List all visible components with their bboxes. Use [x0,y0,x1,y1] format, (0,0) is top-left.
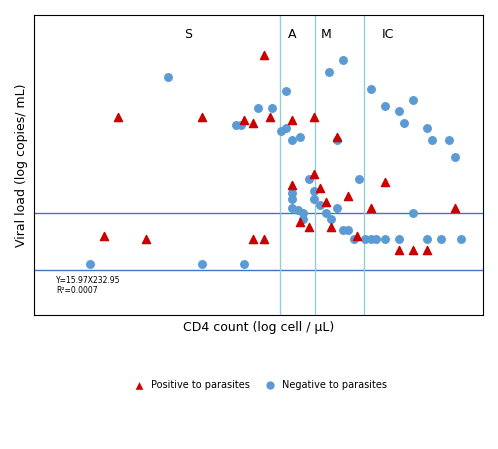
Negative to parasites [361,235,369,242]
Negative to parasites [288,136,296,143]
Negative to parasites [333,204,341,211]
Positive to parasites [310,113,318,120]
Negative to parasites [367,235,374,242]
Positive to parasites [353,232,361,239]
Text: Y=15.97X232.95
R²=0.0007: Y=15.97X232.95 R²=0.0007 [56,276,121,295]
Positive to parasites [249,119,256,126]
Positive to parasites [310,170,318,177]
Negative to parasites [423,235,431,242]
Positive to parasites [316,184,324,191]
Positive to parasites [380,178,388,185]
Positive to parasites [344,193,352,200]
Positive to parasites [333,133,341,141]
Negative to parasites [373,235,380,242]
Negative to parasites [380,102,388,109]
Negative to parasites [238,122,246,129]
Negative to parasites [327,215,335,222]
Text: S: S [184,28,192,41]
Negative to parasites [294,207,302,214]
Negative to parasites [282,125,290,132]
Negative to parasites [86,260,94,268]
Positive to parasites [423,247,431,254]
Y-axis label: Viral load (log copies/ mL): Viral load (log copies/ mL) [15,84,28,247]
Positive to parasites [198,113,206,120]
Positive to parasites [296,218,304,225]
Negative to parasites [350,235,358,242]
Text: IC: IC [381,28,394,41]
Negative to parasites [344,227,352,234]
Positive to parasites [249,235,256,242]
Positive to parasites [451,204,459,211]
Negative to parasites [310,195,318,202]
Negative to parasites [409,210,417,217]
Negative to parasites [310,187,318,194]
Positive to parasites [288,181,296,189]
Negative to parasites [164,74,172,81]
Negative to parasites [305,176,313,183]
Negative to parasites [356,176,364,183]
Negative to parasites [322,210,330,217]
Negative to parasites [288,204,296,211]
Positive to parasites [142,235,150,242]
Negative to parasites [428,136,436,143]
Positive to parasites [327,224,335,231]
Positive to parasites [395,247,403,254]
Text: A: A [288,28,296,41]
Negative to parasites [409,97,417,104]
Negative to parasites [451,153,459,160]
Negative to parasites [367,85,374,92]
Negative to parasites [445,136,453,143]
Negative to parasites [277,128,285,135]
Positive to parasites [322,198,330,206]
Text: M: M [320,28,331,41]
Negative to parasites [254,105,262,112]
Negative to parasites [299,215,307,222]
Negative to parasites [339,57,347,64]
Negative to parasites [395,235,403,242]
Negative to parasites [423,125,431,132]
Negative to parasites [299,210,307,217]
Positive to parasites [240,116,248,123]
Positive to parasites [260,235,268,242]
Negative to parasites [198,260,206,268]
Negative to parasites [288,195,296,202]
Negative to parasites [296,133,304,141]
Negative to parasites [316,201,324,208]
Positive to parasites [367,204,374,211]
Negative to parasites [240,260,248,268]
Positive to parasites [265,113,273,120]
Negative to parasites [282,88,290,95]
Legend: Positive to parasites, Negative to parasites: Positive to parasites, Negative to paras… [125,377,391,394]
Negative to parasites [339,227,347,234]
Negative to parasites [325,68,333,75]
Negative to parasites [380,235,388,242]
Positive to parasites [100,232,108,239]
Negative to parasites [288,190,296,197]
Negative to parasites [232,122,240,129]
Negative to parasites [395,108,403,115]
Positive to parasites [260,51,268,58]
Negative to parasites [457,235,465,242]
Negative to parasites [400,119,408,126]
Negative to parasites [437,235,445,242]
Negative to parasites [268,105,276,112]
Positive to parasites [305,224,313,231]
Positive to parasites [288,116,296,123]
Negative to parasites [333,136,341,143]
X-axis label: CD4 count (log cell / μL): CD4 count (log cell / μL) [183,321,334,334]
Positive to parasites [409,247,417,254]
Positive to parasites [114,113,122,120]
